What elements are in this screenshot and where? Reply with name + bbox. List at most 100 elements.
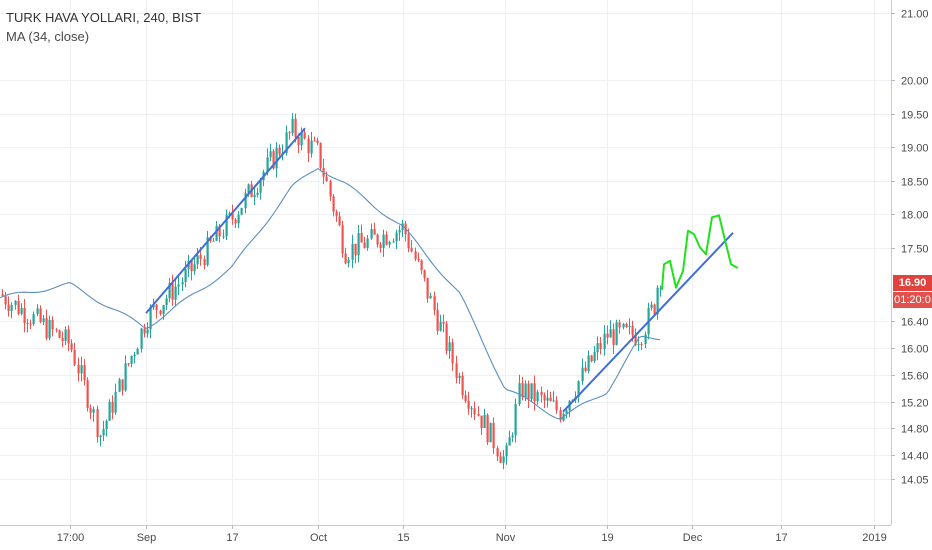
- candle-body: [470, 408, 473, 410]
- candle-body: [499, 456, 502, 463]
- candle-body: [622, 323, 625, 328]
- candle-body: [653, 304, 656, 315]
- candle-body: [199, 255, 202, 260]
- x-tick-label: 2019: [862, 532, 886, 544]
- candle-body: [10, 304, 13, 312]
- candle-body: [51, 319, 54, 330]
- candle-body: [618, 322, 621, 328]
- candle-body: [285, 132, 288, 153]
- candle-body: [458, 375, 461, 379]
- candle-body: [376, 234, 379, 245]
- candle-body: [83, 365, 86, 381]
- candle-body: [344, 253, 347, 264]
- candle-body: [436, 310, 439, 331]
- candle-body: [325, 176, 328, 182]
- candle-body: [659, 287, 662, 289]
- candle-body: [587, 355, 590, 372]
- candle-body: [162, 305, 165, 315]
- candle-body: [628, 325, 631, 327]
- price-axis[interactable]: 21.00 20.00 19.50 19.00 18.50 18.00 17.50 16.40…: [891, 9, 929, 487]
- candle-body: [486, 414, 489, 443]
- moving-average-line: [0, 167, 661, 420]
- candle-body: [533, 383, 536, 402]
- candle-body: [423, 270, 426, 278]
- y-tick-label: 21.00: [901, 9, 929, 21]
- candle-body: [218, 225, 221, 237]
- candle-body: [136, 348, 139, 355]
- candle-body: [108, 401, 111, 421]
- bar-countdown-tag: 01:20:0: [893, 292, 932, 308]
- candle-body: [222, 236, 225, 238]
- time-axis[interactable]: 17:00 Sep 17 Oct 15 Nov 19 Dec 17 2019: [57, 525, 887, 544]
- candle-body: [414, 251, 417, 259]
- candle-body: [442, 321, 445, 324]
- candle-body: [48, 319, 51, 339]
- candle-body: [370, 229, 373, 239]
- candle-body: [184, 269, 187, 283]
- candle-body: [275, 147, 278, 169]
- candle-body: [228, 213, 231, 216]
- y-tick-label: 17.50: [901, 244, 929, 256]
- candle-body: [307, 138, 310, 154]
- candle-body: [310, 140, 313, 154]
- candle-body: [206, 237, 209, 266]
- candle-body: [382, 234, 385, 248]
- candle-body: [102, 429, 105, 436]
- candle-body: [73, 349, 76, 365]
- candle-body: [366, 238, 369, 248]
- y-tick-label: 20.00: [901, 76, 929, 88]
- candle-body: [177, 284, 180, 287]
- user-drawings[interactable]: [145, 127, 738, 413]
- candle-body: [596, 343, 599, 353]
- candle-body: [429, 295, 432, 299]
- candle-body: [502, 456, 505, 463]
- candle-body: [420, 260, 423, 271]
- candle-body: [77, 364, 80, 374]
- candle-body: [625, 323, 628, 327]
- candle-body: [398, 230, 401, 233]
- candle-body: [584, 367, 587, 372]
- candle-body: [58, 330, 61, 338]
- candle-body: [99, 435, 102, 438]
- candle-body: [565, 410, 568, 414]
- candle-body: [473, 408, 476, 415]
- candle-body: [278, 147, 281, 155]
- candle-body: [445, 323, 448, 351]
- candle-body: [581, 367, 584, 382]
- candle-body: [240, 208, 243, 215]
- candle-body: [70, 343, 73, 350]
- candle-body: [514, 403, 517, 436]
- candle-body: [7, 304, 10, 312]
- projection-drawing[interactable]: [661, 214, 738, 290]
- y-tick-label: 19.00: [901, 143, 929, 155]
- candle-body: [385, 234, 388, 245]
- candle-body: [269, 151, 272, 158]
- candle-body: [319, 142, 322, 168]
- x-tick-label: 17: [226, 532, 238, 544]
- candle-body: [338, 216, 341, 226]
- candle-body: [612, 329, 615, 345]
- symbol-title[interactable]: TURK HAVA YOLLARI, 240, BIST: [6, 10, 202, 25]
- candle-body: [130, 355, 133, 364]
- indicator-label[interactable]: MA (34, close): [6, 29, 90, 44]
- candle-body: [593, 352, 596, 362]
- candle-body: [133, 354, 136, 356]
- y-tick-label: 18.50: [901, 177, 929, 189]
- candle-body: [634, 335, 637, 345]
- trend-line[interactable]: [562, 232, 734, 413]
- candle-body: [159, 310, 162, 315]
- candle-body: [644, 334, 647, 345]
- candle-body: [351, 243, 354, 260]
- y-tick-label: 15.60: [901, 371, 929, 383]
- candle-body: [244, 192, 247, 209]
- candle-body: [316, 140, 319, 143]
- candle-body: [231, 213, 234, 220]
- candle-body: [14, 300, 17, 305]
- trend-line[interactable]: [145, 127, 306, 314]
- candle-body: [4, 296, 7, 305]
- x-tick-label: 19: [601, 532, 613, 544]
- candle-body: [543, 395, 546, 401]
- candle-body: [26, 323, 29, 325]
- candle-body: [272, 151, 275, 169]
